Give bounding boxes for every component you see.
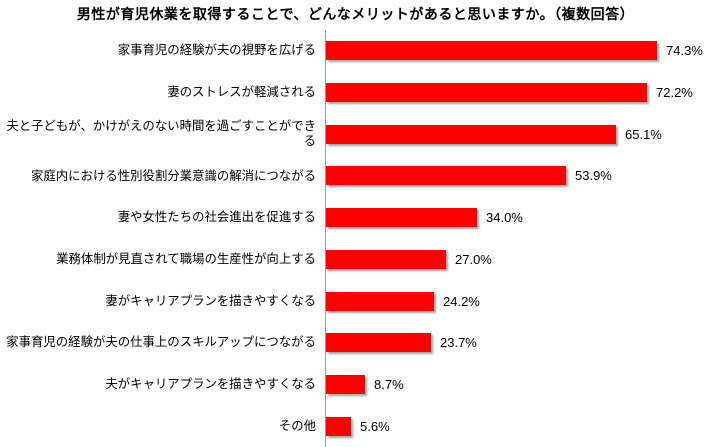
chart-title: 男性が育児休業を取得することで、どんなメリットがあると思いますか。（複数回答） — [76, 6, 635, 22]
category-label: 業務体制が見直されて職場の生産性が向上する — [56, 251, 316, 266]
value-label: 5.6% — [360, 418, 390, 434]
bar — [326, 41, 657, 61]
bar-track: 23.7% — [325, 321, 711, 364]
bar — [326, 208, 477, 228]
bar-row: 業務体制が見直されて職場の生産性が向上する 27.0% — [0, 238, 711, 281]
value-label: 27.0% — [455, 251, 492, 267]
bar-track: 34.0% — [325, 196, 711, 239]
bar-track: 74.3% — [325, 30, 711, 72]
category-label: 夫がキャリアプランを描きやすくなる — [105, 377, 316, 392]
value-label: 24.2% — [443, 293, 480, 309]
bar — [326, 83, 647, 103]
bar-rows: 家事育児の経験が夫の視野を広げる 74.3% 妻のストレスが軽減される 72.2… — [0, 30, 711, 447]
value-label: 8.7% — [374, 376, 404, 392]
category-label: 家事育児の経験が夫の仕事上のスキルアップにつながる — [6, 335, 316, 350]
bar — [326, 166, 566, 186]
category-label: 妻や女性たちの社会進出を促進する — [117, 210, 316, 225]
category-label: 家事育児の経験が夫の視野を広げる — [117, 43, 316, 58]
bar-row: 家事育児の経験が夫の仕事上のスキルアップにつながる 23.7% — [0, 321, 711, 364]
bar-row: 家事育児の経験が夫の視野を広げる 74.3% — [0, 30, 711, 72]
bar — [326, 124, 616, 144]
category-label: 妻のストレスが軽減される — [167, 85, 316, 100]
category-label: 妻がキャリアプランを描きやすくなる — [105, 293, 316, 308]
bar — [326, 291, 434, 311]
bar-row: 家庭内における性別役割分業意識の解消につながる 53.9% — [0, 155, 711, 197]
bar-track: 5.6% — [325, 405, 711, 447]
value-label: 65.1% — [625, 126, 662, 142]
bar-track: 27.0% — [325, 238, 711, 281]
bar-track: 24.2% — [325, 280, 711, 322]
bar — [326, 416, 351, 436]
bar-row: 妻がキャリアプランを描きやすくなる 24.2% — [0, 280, 711, 322]
bar-track: 8.7% — [325, 363, 711, 406]
bar — [326, 374, 365, 394]
value-label: 53.9% — [575, 168, 612, 184]
category-label: 家庭内における性別役割分業意識の解消につながる — [31, 168, 316, 183]
category-label: その他 — [278, 418, 316, 433]
category-label: 夫と子どもが、かけがえのない時間を過ごすことができる — [6, 119, 316, 149]
bar-track: 72.2% — [325, 71, 711, 114]
plot-area: 家事育児の経験が夫の視野を広げる 74.3% 妻のストレスが軽減される 72.2… — [0, 30, 711, 447]
bar-row: 妻のストレスが軽減される 72.2% — [0, 71, 711, 114]
bar-row: 夫がキャリアプランを描きやすくなる 8.7% — [0, 363, 711, 406]
value-label: 34.0% — [486, 210, 523, 226]
value-label: 23.7% — [440, 335, 477, 351]
bar-row: 妻や女性たちの社会進出を促進する 34.0% — [0, 196, 711, 239]
value-label: 74.3% — [666, 43, 703, 59]
bar — [326, 333, 431, 353]
bar — [326, 249, 446, 269]
bar-track: 65.1% — [325, 113, 711, 156]
bar-track: 53.9% — [325, 155, 711, 197]
bar-row: その他 5.6% — [0, 405, 711, 447]
value-label: 72.2% — [656, 85, 693, 101]
bar-row: 夫と子どもが、かけがえのない時間を過ごすことができる 65.1% — [0, 113, 711, 156]
